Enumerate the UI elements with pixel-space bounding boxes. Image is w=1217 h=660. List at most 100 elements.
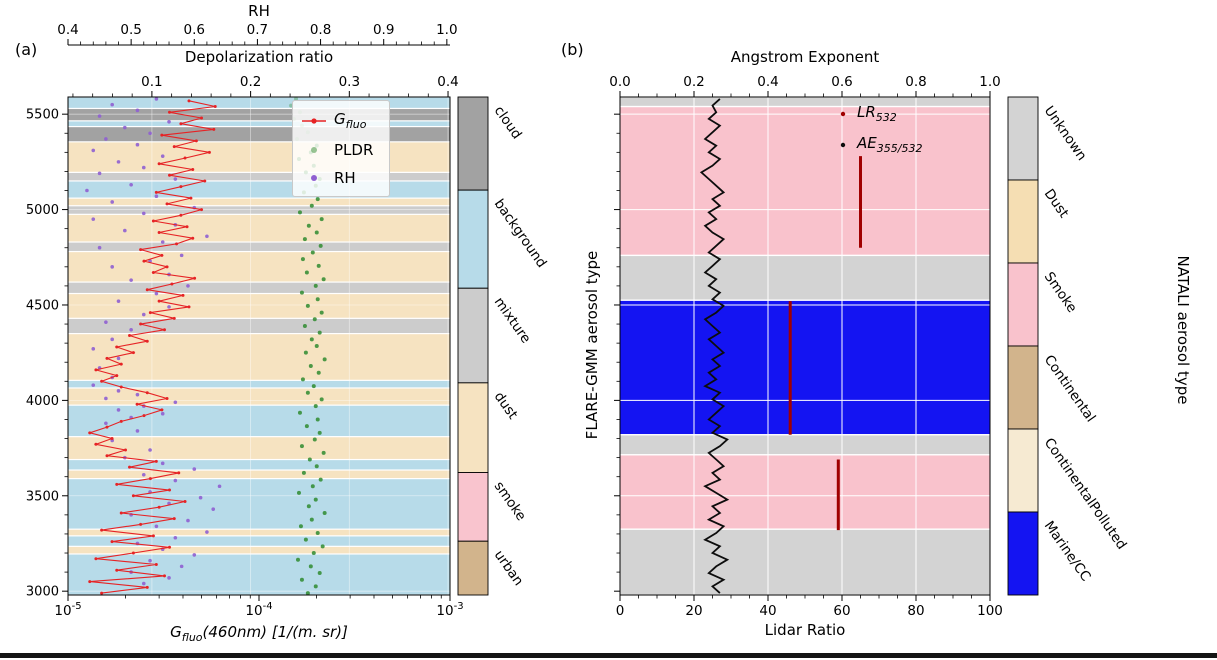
colorbar-a-segment-2 [457,287,489,384]
svg-text:0.7: 0.7 [247,22,268,38]
colorbar-a-segment-0 [457,96,489,191]
svg-text:0.4: 0.4 [437,74,458,90]
lidar-ratio-axis-title: Lidar Ratio [764,621,846,639]
svg-text:80: 80 [907,603,924,619]
colorbar-a-label-3: dust [491,389,521,422]
panel-a-plot [67,96,451,596]
legend-item-lr: LR532 [836,103,922,124]
gfluo-axis-sub: fluo [181,631,203,644]
colorbar-b-segment-0 [1007,96,1039,181]
colorbar-b-segment-3 [1007,345,1039,430]
legend-item-pldr: PLDR [301,141,381,159]
legend-item-gfluo: Gfluo [301,110,381,131]
band-mixture [68,206,450,214]
band-background [68,405,450,437]
svg-text:0.4: 0.4 [57,22,78,38]
band-background [68,181,450,198]
band-background [68,97,450,108]
colorbar-b-label-2: Smoke [1041,269,1080,316]
band-mixture [68,282,450,293]
band-dust [68,546,450,554]
band-background [68,554,450,595]
legend-item-ae: AE355/532 [836,134,922,155]
legend-gfluo-marker-dot [311,117,317,124]
band-Marine/CC [620,300,990,435]
colorbar-a-label-0: cloud [491,103,525,142]
svg-text:3000: 3000 [26,585,59,600]
colorbar-a-segment-3 [457,382,489,473]
svg-text:0.6: 0.6 [184,22,205,38]
band-dust [68,294,450,318]
band-background [68,460,450,470]
panel-b-axes: 0.0 0.2 0.4 0.6 0.8 1.0 0 20 40 60 80 100 [609,74,1003,619]
legend-lr-label: LR532 [857,103,897,124]
svg-text:0.9: 0.9 [373,22,394,38]
svg-text:10-3: 10-3 [436,601,463,619]
svg-text:0.2: 0.2 [240,74,261,90]
svg-text:0.0: 0.0 [609,74,630,90]
rh-dot-marker-icon [301,169,327,187]
band-mixture [68,318,450,333]
colorbar-a-label-5: urban [491,547,527,589]
legend-item-rh: RH [301,169,381,187]
svg-text:1.0: 1.0 [436,22,457,38]
svg-text:10-4: 10-4 [245,601,272,619]
natali-axis-label: NATALI aerosol type [1174,255,1192,405]
bottom-rule [0,653,1217,658]
band-dust [68,470,450,479]
svg-text:4500: 4500 [26,298,59,313]
gfluo-axis-main: G [170,623,182,641]
legend-panel-b: LR532 AE355/532 [836,103,922,155]
colorbar-b-label-1: Dust [1041,186,1072,221]
band-background [68,536,450,546]
lr-dot-marker-icon [836,105,850,123]
colorbar-a-segment-1 [457,189,489,289]
colorbar-b-segment-1 [1007,179,1039,264]
colorbar-b-label-0: Unknown [1041,103,1090,164]
ae-dot-marker-icon [836,136,850,154]
svg-text:0: 0 [616,603,625,619]
ae-line [699,98,730,594]
gfluo-axis-rest: (460nm) [1/(m. sr)] [202,623,348,641]
band-dust [68,529,450,536]
colorbar-a: cloud background mixture dust smoke urban [457,96,550,596]
colorbar-b-label-5: Marine/CC [1041,518,1094,584]
legend-ae-label: AE355/532 [857,134,923,155]
gfluo-axis-title: Gfluo(460nm) [1/(m. sr)] [68,623,450,644]
panel-a-axes: 3000 3500 4000 4500 5000 5500 10-5 10-4 10-3 0.1 0… [26,22,464,619]
panel-b-letter: (b) [561,40,584,59]
band-background [68,121,450,126]
colorbar-b: UnknownDustSmokeContinentalContinentalPo… [1007,96,1130,596]
band-cloud [68,109,450,121]
colorbar-a-label-4: smoke [491,479,529,524]
svg-text:0.4: 0.4 [757,74,778,90]
legend-lr-marker [840,111,846,116]
band-Unknown [620,97,990,106]
svg-text:5500: 5500 [26,108,59,123]
band-dust [68,437,450,459]
colorbar-b-segment-5 [1007,511,1039,596]
band-background [68,380,450,388]
band-dust [68,334,450,380]
band-mixture [68,172,450,181]
colorbar-a-segment-4 [457,472,489,542]
svg-text:40: 40 [759,603,776,619]
svg-text:0.2: 0.2 [683,74,704,90]
legend-pldr-label: PLDR [334,141,374,159]
colorbar-b-segment-2 [1007,262,1039,347]
svg-text:0.8: 0.8 [310,22,331,38]
colorbar-b-label-3: Continental [1041,352,1099,425]
panel-a-letter: (a) [15,40,38,59]
colorbar-b-segment-4 [1007,428,1039,513]
colorbar-a-label-2: mixture [491,294,534,346]
legend-ae-marker [840,142,846,147]
svg-text:10-5: 10-5 [54,601,81,619]
band-Unknown [620,435,990,455]
band-Unknown [620,256,990,300]
band-Smoke [620,107,990,255]
band-dust [68,142,450,172]
svg-text:0.3: 0.3 [339,74,360,90]
legend-rh-marker [311,175,317,181]
